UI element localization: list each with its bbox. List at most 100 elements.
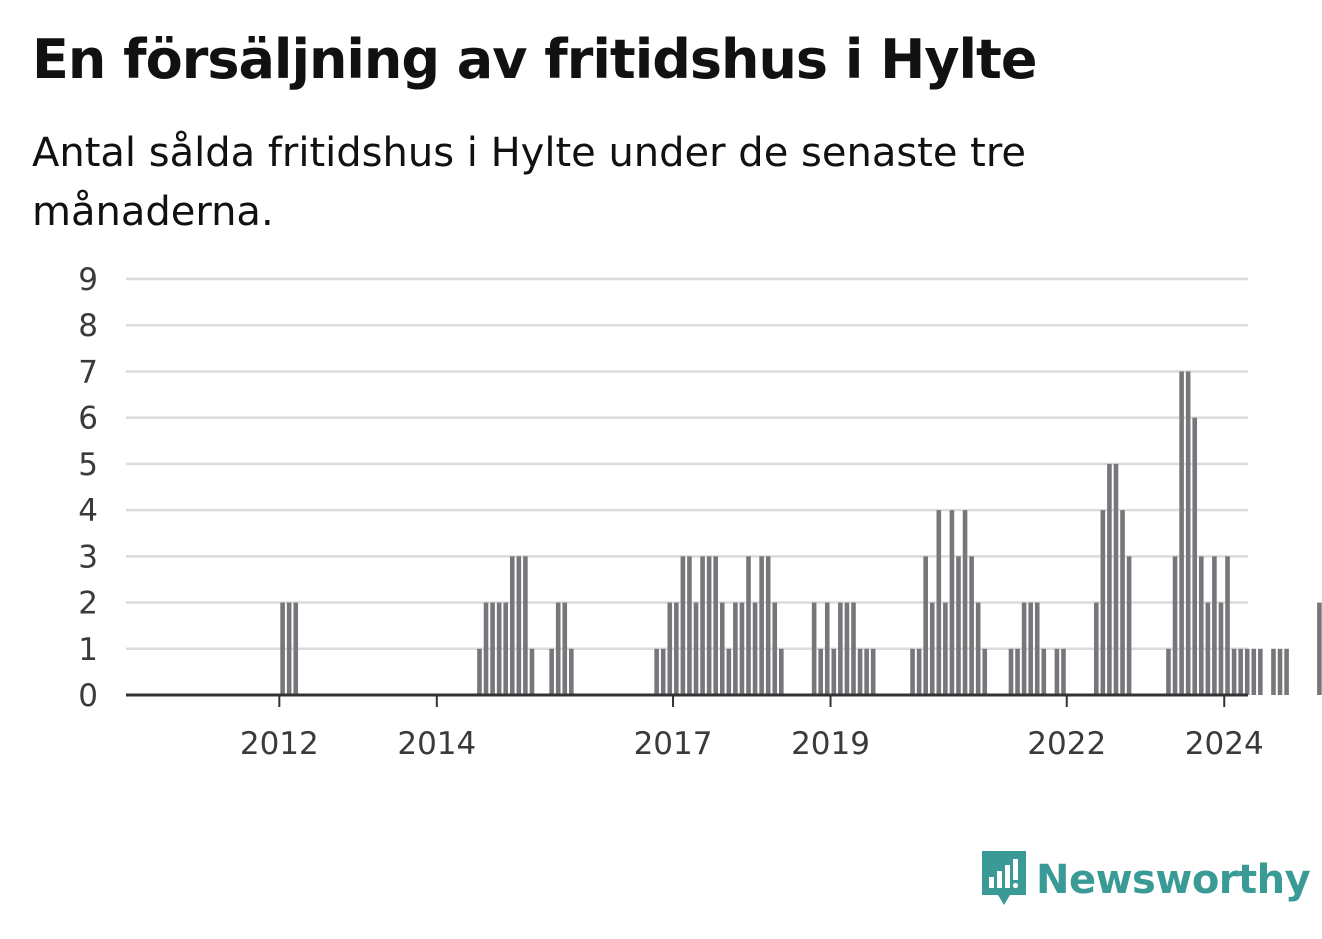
bar [1277, 648, 1283, 695]
bar [969, 556, 974, 695]
bar [562, 602, 568, 695]
bar [693, 602, 699, 695]
bar [569, 648, 574, 695]
bar [483, 602, 489, 695]
bar [1244, 648, 1250, 695]
bar [779, 648, 784, 695]
bar [982, 648, 988, 695]
bar [916, 648, 922, 695]
bar [1212, 556, 1217, 695]
bar [1251, 648, 1257, 695]
bar [1192, 417, 1198, 695]
bar [477, 648, 482, 695]
logo-text: Newsworthy [1036, 857, 1311, 903]
y-tick-label: 4 [78, 493, 98, 529]
bar [1120, 510, 1125, 695]
bar [936, 510, 942, 695]
bar [660, 648, 666, 695]
y-tick-label: 6 [78, 401, 98, 437]
bar [1231, 648, 1237, 695]
y-tick-label: 2 [78, 586, 98, 622]
bar [503, 602, 509, 695]
y-tick-label: 0 [78, 678, 98, 714]
bar [1172, 556, 1178, 695]
bar [713, 556, 718, 695]
bar [706, 556, 712, 695]
bar [943, 602, 948, 695]
bar [752, 602, 758, 695]
y-tick-label: 1 [78, 632, 98, 668]
y-tick-label: 8 [78, 308, 98, 344]
bar [929, 602, 935, 695]
bar [654, 648, 659, 695]
bar [1126, 556, 1132, 695]
bar [1113, 463, 1119, 695]
bar [1284, 648, 1289, 695]
bars [280, 371, 1322, 695]
y-axis-ticks: 0 1 2 3 4 5 6 7 8 9 [78, 262, 98, 714]
bar [1041, 648, 1047, 695]
bar [1179, 371, 1184, 695]
bar [1093, 602, 1099, 695]
bar [286, 602, 292, 695]
y-tick-label: 9 [78, 262, 98, 298]
bar [680, 556, 686, 695]
x-axis-ticks: 2012 2014 2017 2019 2022 2024 [240, 695, 1264, 762]
bar [1061, 648, 1066, 695]
bar [1034, 602, 1040, 695]
bar [733, 602, 738, 695]
bar [772, 602, 778, 695]
bar [1271, 648, 1276, 695]
gridlines [126, 277, 1248, 651]
bar [523, 556, 528, 695]
bar [811, 602, 817, 695]
bar [1238, 648, 1243, 695]
bar-chart-speech-bubble-icon [980, 849, 1028, 911]
bar [824, 602, 830, 695]
bar [818, 648, 823, 695]
x-tick-label: 2019 [791, 726, 870, 762]
bar [1054, 648, 1060, 695]
bar [838, 602, 843, 695]
newsworthy-logo: Newsworthy [980, 849, 1311, 911]
bar [674, 602, 679, 695]
bar [496, 602, 502, 695]
chart-title: En försäljning av fritidshus i Hylte [32, 28, 1037, 91]
bar [1225, 556, 1230, 695]
bar [851, 602, 856, 695]
bar [1028, 602, 1033, 695]
bar [923, 556, 928, 695]
bar [844, 602, 850, 695]
bar [910, 648, 915, 695]
bar [949, 510, 955, 695]
bar [1317, 602, 1322, 695]
x-tick-label: 2022 [1027, 726, 1106, 762]
bar [1198, 556, 1204, 695]
bar [555, 602, 561, 695]
bar [1205, 602, 1211, 695]
bar [759, 556, 764, 695]
bar [962, 510, 968, 695]
bar [509, 556, 515, 695]
x-tick-label: 2024 [1185, 726, 1264, 762]
bar [1185, 371, 1191, 695]
y-tick-label: 5 [78, 447, 98, 483]
bar [746, 556, 751, 695]
chart-subtitle: Antal sålda fritidshus i Hylte under de … [32, 130, 1027, 235]
bar [1021, 602, 1027, 695]
bar [667, 602, 673, 695]
bar [739, 602, 745, 695]
bar [831, 648, 837, 695]
bar [765, 556, 771, 695]
x-tick-label: 2014 [397, 726, 476, 762]
bar [1258, 648, 1263, 695]
bar [975, 602, 981, 695]
bar [864, 648, 869, 695]
bar [687, 556, 692, 695]
bar [516, 556, 522, 695]
y-tick-label: 3 [78, 539, 98, 575]
bar [1166, 648, 1171, 695]
x-tick-label: 2012 [240, 726, 319, 762]
bar [280, 602, 285, 695]
